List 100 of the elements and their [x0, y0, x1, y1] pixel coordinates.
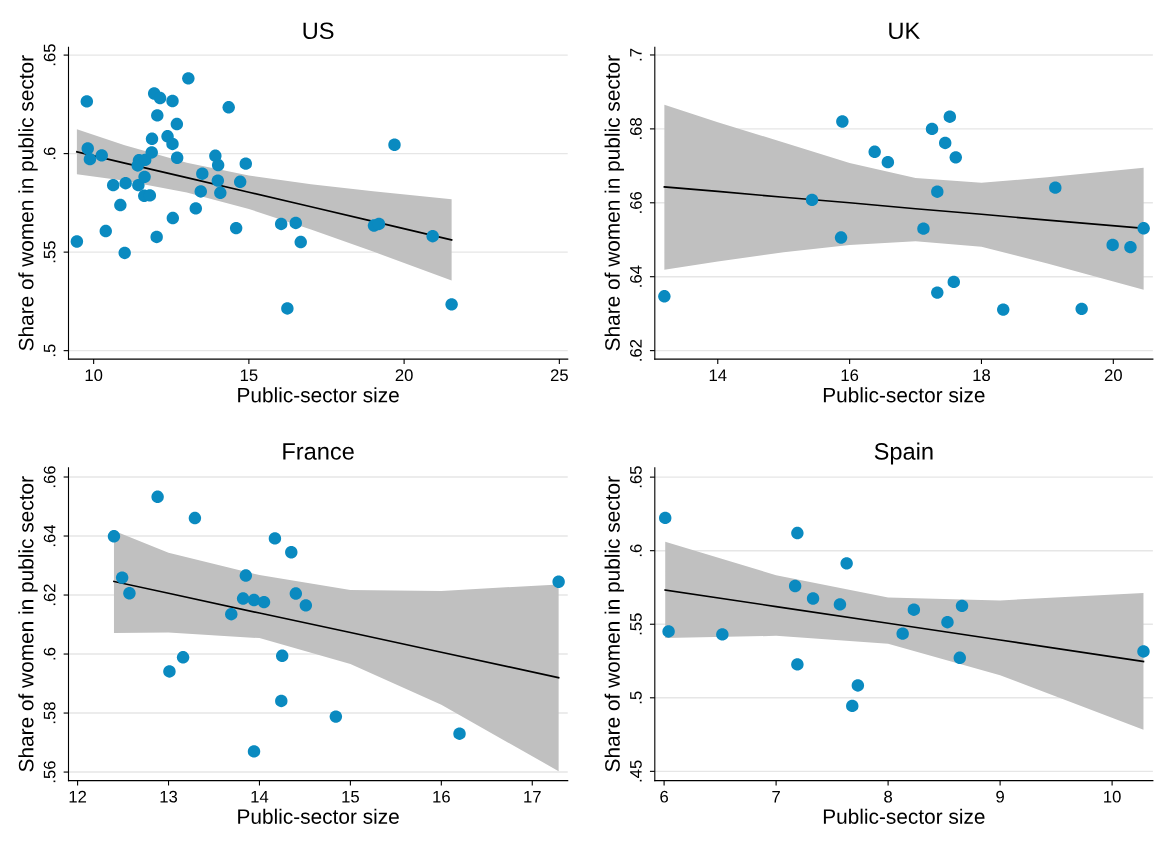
point	[107, 530, 121, 543]
point	[1124, 240, 1137, 254]
point	[257, 595, 271, 609]
point	[239, 569, 253, 582]
x-tick-label: 10	[1104, 790, 1121, 803]
point	[95, 149, 108, 162]
point	[151, 490, 164, 503]
point	[170, 117, 184, 131]
point	[145, 146, 158, 159]
y-tick-label: .45	[630, 760, 642, 782]
point	[236, 592, 250, 605]
point	[132, 178, 145, 192]
x-axis-title: Public-sector size	[823, 808, 985, 824]
point	[941, 615, 954, 629]
point	[552, 575, 565, 588]
point	[166, 211, 180, 225]
point	[931, 286, 944, 299]
point	[211, 174, 225, 187]
point	[225, 608, 238, 621]
point	[153, 91, 167, 105]
y-tick-label: .65	[43, 44, 56, 66]
point	[123, 587, 136, 600]
point	[955, 599, 969, 613]
x-tick-label: 16	[841, 369, 859, 382]
x-tick-label: 17	[524, 790, 541, 803]
x-tick-label: 14	[709, 369, 727, 381]
point	[868, 145, 881, 159]
point	[163, 665, 176, 678]
chart-title: US	[303, 22, 334, 40]
point	[151, 109, 164, 122]
x-tick-label: 7	[772, 790, 780, 803]
y-tick-label: .58	[43, 702, 56, 724]
y-tick-label: .66	[43, 466, 56, 488]
point	[388, 138, 401, 151]
y-tick-label: .55	[43, 241, 56, 263]
point	[453, 727, 466, 740]
point	[247, 745, 261, 758]
point	[83, 152, 97, 166]
point	[445, 298, 458, 311]
point	[194, 185, 207, 198]
x-tick-label: 20	[395, 369, 413, 382]
x-tick-label: 12	[69, 790, 87, 803]
point	[166, 94, 179, 108]
point	[188, 511, 202, 525]
x-tick-label: 25	[550, 369, 568, 382]
y-tick-label: .62	[629, 339, 642, 361]
point	[939, 136, 952, 150]
x-tick-label: 18	[973, 369, 991, 382]
point	[949, 151, 962, 164]
x-axis-title: Public-sector size	[238, 387, 399, 403]
point	[115, 571, 129, 584]
point	[176, 651, 190, 664]
y-tick-label: .64	[43, 524, 56, 547]
point	[329, 710, 343, 723]
point	[791, 658, 804, 671]
point	[372, 217, 386, 231]
point	[1049, 181, 1062, 194]
point	[118, 246, 131, 260]
y-tick-label: .56	[43, 761, 56, 783]
y-tick-label: .68	[629, 118, 642, 139]
y-tick-label: .6	[43, 647, 56, 660]
x-tick-label: 16	[433, 790, 450, 803]
point	[947, 275, 960, 289]
point	[1137, 222, 1150, 235]
point	[189, 202, 202, 215]
point	[834, 231, 848, 244]
point	[196, 167, 209, 180]
point	[294, 235, 307, 249]
x-tick-label: 14	[251, 790, 269, 803]
point	[896, 627, 909, 640]
point	[931, 185, 944, 198]
point	[1137, 645, 1150, 658]
point	[247, 593, 261, 607]
point	[925, 122, 939, 136]
point	[805, 193, 819, 207]
point	[907, 603, 921, 616]
x-tick-label: 9	[996, 790, 1004, 803]
point	[211, 158, 225, 172]
point	[833, 598, 847, 611]
chart-title: France	[283, 443, 354, 460]
y-tick-label: .66	[629, 191, 642, 213]
point	[81, 142, 94, 155]
point	[299, 599, 313, 612]
y-axis-title: Share of women in public sector	[604, 55, 624, 351]
point	[662, 625, 675, 638]
y-tick-label: .6	[629, 544, 642, 557]
point	[222, 101, 235, 114]
point	[806, 592, 820, 605]
point	[268, 532, 282, 545]
x-axis-title: Public-sector size	[238, 808, 399, 824]
y-tick-label: .65	[629, 466, 642, 488]
point	[275, 694, 288, 708]
point	[846, 699, 859, 713]
y-tick-label: .5	[630, 691, 642, 704]
x-tick-label: 15	[240, 369, 258, 382]
point	[658, 290, 671, 303]
chart-title: Spain	[874, 442, 933, 465]
x-tick-label: 10	[85, 369, 103, 382]
point	[145, 132, 159, 146]
y-tick-label: .64	[629, 265, 642, 287]
